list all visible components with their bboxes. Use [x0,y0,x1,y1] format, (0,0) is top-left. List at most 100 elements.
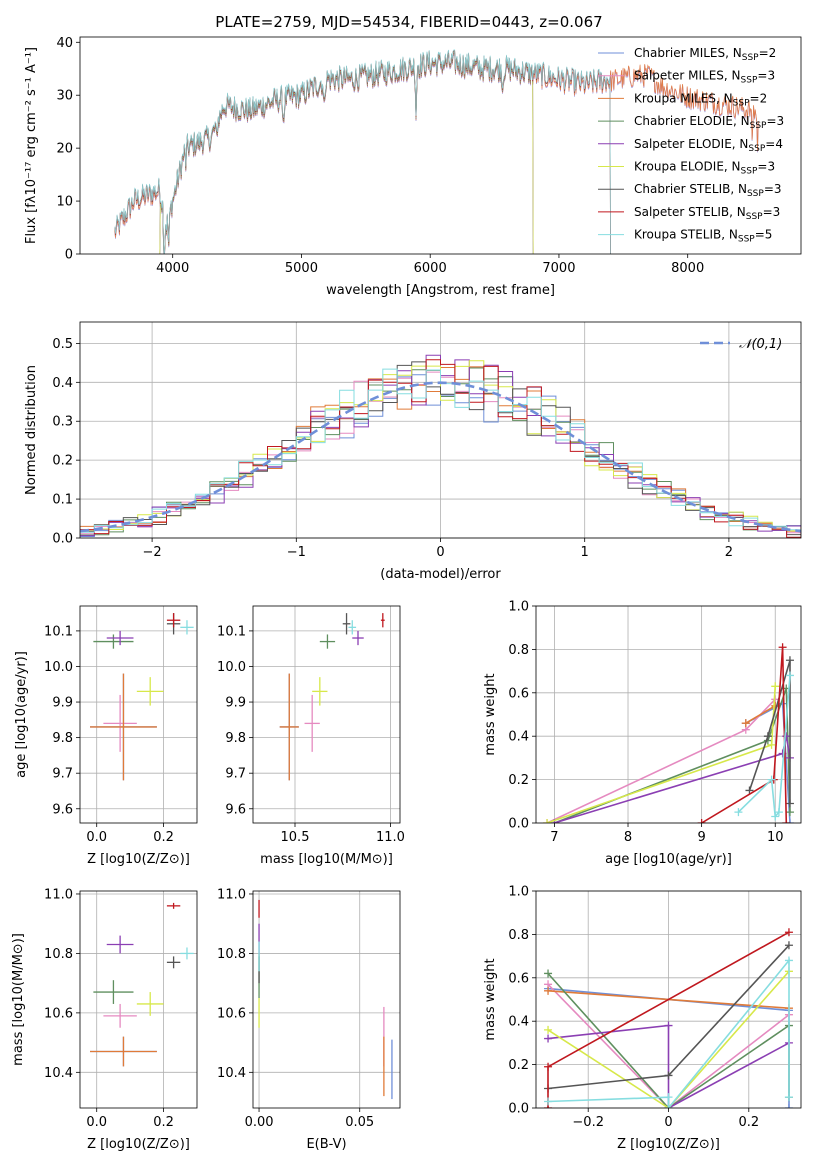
y-tick-label: 0.8 [508,643,529,658]
spectrum-kroupa-elodie [159,51,534,254]
plot-area [80,354,801,538]
y-tick-label: 9.7 [225,767,246,782]
errorbar-point [380,613,385,628]
x-tick-label: 10.5 [281,830,310,845]
x-tick-label: −0.2 [572,1115,604,1130]
y-tick-label: 0.2 [52,454,73,469]
marker-plus [664,1071,673,1080]
legend-model: Salpeter ELODIE, N [634,137,748,151]
marker-plus [745,786,754,795]
marker-plus [771,682,780,691]
axes-frame [79,605,198,824]
y-tick-label: 0.2 [508,773,529,788]
marker-plus [782,732,791,741]
y-tick-label: 9.8 [225,731,246,746]
marker-plus [785,808,794,817]
x-tick-label: 10 [767,830,784,845]
axes-frame [535,890,802,1109]
x-tick-label: 0.2 [738,1115,759,1130]
legend-model: Chabrier MILES, N [634,46,742,60]
marker-plus [664,1093,673,1102]
legend-n: =2 [759,46,777,60]
y-tick-label: 10.1 [44,624,73,639]
errorbar-point [93,980,134,1004]
errorbar-point [106,630,134,646]
x-axis-label: Z [log10(Z/Z⊙)] [87,1137,190,1152]
x-axis-label: Z [log10(Z/Z⊙)] [617,1137,720,1152]
marker-plus [784,928,793,937]
y-tick-label: 9.8 [52,731,73,746]
plot-area [90,902,194,1067]
marker-plus [785,671,794,680]
plot-area [279,613,385,781]
marker-plus [774,808,783,817]
legend-model: Kroupa STELIB, N [634,228,738,242]
legend-model: Salpeter MILES, N [634,69,741,83]
legend-n: =3 [763,205,781,219]
marker-plus [544,1062,553,1071]
marker-plus [543,819,552,823]
y-tick-label: 0 [65,248,73,263]
legend-model: Chabrier ELODIE, N [634,114,750,128]
marker-plus [697,819,706,823]
y-tick-label: 1.0 [508,600,529,615]
y-tick-label: 0.0 [508,1102,529,1117]
legend-model: Chabrier STELIB, N [634,182,747,196]
errorbar-point [166,956,181,969]
axes-frame [79,321,802,539]
legend-entry: Chabrier ELODIE, NSSP=3 [634,114,784,131]
legend-sub: SSP [733,98,750,108]
y-tick-label: 0.3 [52,415,73,430]
x-axis-label: mass [log10(M/M⊙)] [260,852,393,867]
y-tick-label: 9.9 [52,696,73,711]
axes-frame [79,890,198,1109]
panel-3: 0.0 0.2 9.6 9.7 9.8 9.9 10.0 10.1 Z [log10(Z/Z⊙)… [14,605,198,867]
normal-curve [80,381,801,533]
legend-sub: SSP [748,144,765,154]
marker-plus [784,956,793,965]
legend-entry: Chabrier STELIB, NSSP=3 [634,182,782,199]
histogram-kroupa-stelib [80,368,801,538]
x-tick-label: 7 [550,830,558,845]
y-tick-label: 0.5 [52,337,73,352]
x-tick-label: −1 [287,545,306,560]
legend-sub: SSP [738,235,755,245]
legend-entry: Salpeter ELODIE, NSSP=4 [634,137,783,154]
legend-n: =3 [764,182,782,196]
y-tick-label: 11.0 [44,887,73,902]
panel-6: 0.0 0.2 10.4 10.6 10.8 11.0 Z [log10(Z/Z⊙)] mas… [11,887,198,1152]
y-tick-label: 0.4 [508,1015,529,1030]
plot-area [543,643,794,823]
x-tick-label: 0.00 [245,1115,274,1130]
panel-5: 7 8 9 10 0.0 0.2 0.4 0.6 0.8 1.0 age [log10(age/yr… [483,600,802,867]
legend-sub: SSP [750,121,767,131]
x-tick-label: 0.0 [86,830,107,845]
y-tick-label: 0.0 [52,532,73,547]
x-tick-label: 0.05 [345,1115,374,1130]
errorbar-point [136,992,164,1016]
spectrum-salpeter-elodie [159,52,534,254]
series-salpeter-miles [546,698,776,823]
y-tick-label: 10.6 [44,1006,73,1021]
series-kroupa-elodie [547,970,790,1108]
marker-plus [767,740,776,749]
legend-model: Kroupa ELODIE, N [634,160,741,174]
plot-area [544,928,793,1108]
legend-sub: SSP [747,189,764,199]
y-tick-label: 10 [56,195,73,210]
x-tick-label: 2 [725,545,733,560]
marker-plus [734,808,743,817]
axes-frame [252,605,401,824]
x-tick-label: 11.0 [376,830,405,845]
y-axis-label: mass [log10(M/M⊙)] [11,933,26,1066]
errorbar-point [304,694,320,752]
y-tick-label: 9.6 [52,802,73,817]
legend-model: Salpeter STELIB, N [634,205,746,219]
x-tick-label: 5000 [285,261,318,276]
axes-frame [535,605,802,824]
x-axis-label: age [log10(age/yr)] [605,852,732,867]
chart-title: PLATE=2759, MJD=54534, FIBERID=0443, z=0… [215,13,602,31]
y-tick-label: 0.8 [508,928,529,943]
marker-plus [767,775,776,784]
